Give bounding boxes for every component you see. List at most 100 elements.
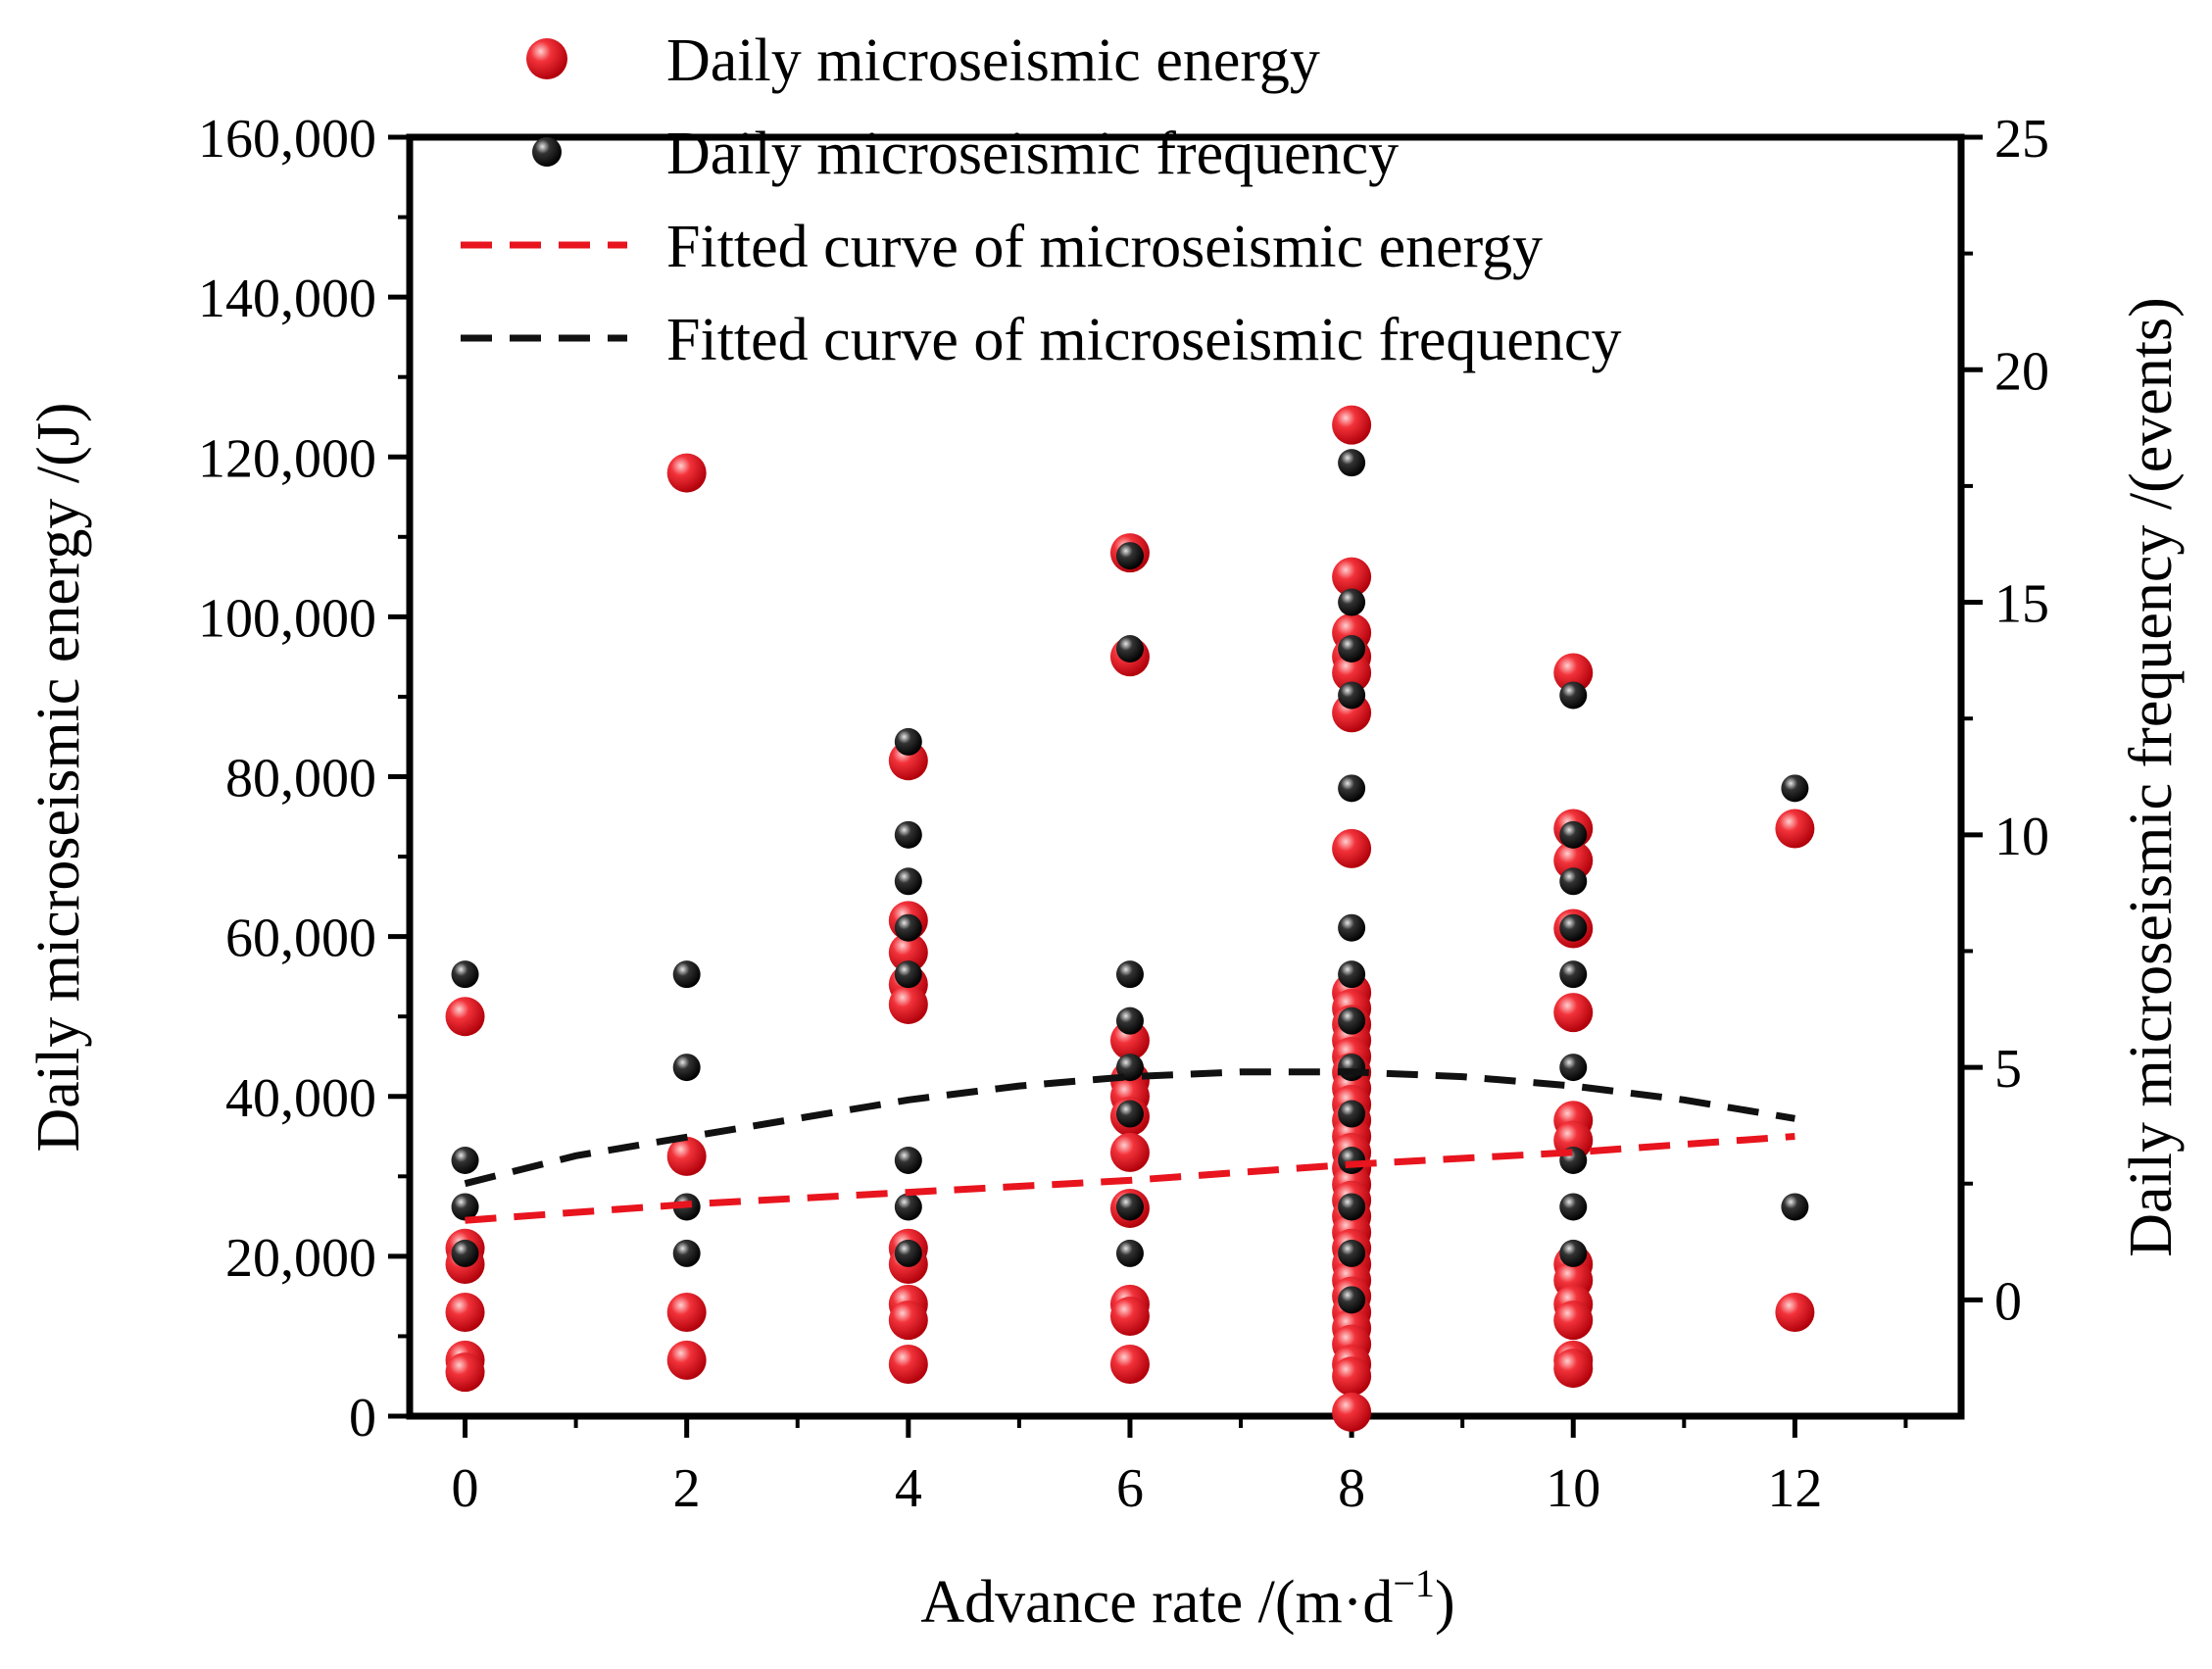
frequency-point xyxy=(1338,1286,1366,1314)
frequency-point xyxy=(1115,1193,1144,1221)
energy-point xyxy=(445,1292,485,1332)
frequency-point xyxy=(1559,1193,1588,1221)
frequency-point xyxy=(894,727,922,756)
y-right-tick-label: 10 xyxy=(1994,807,2049,867)
frequency-point xyxy=(1338,681,1366,710)
frequency-point xyxy=(894,867,922,896)
energy-point xyxy=(1553,653,1594,693)
frequency-point xyxy=(1338,1239,1366,1267)
energy-point xyxy=(666,1292,707,1332)
frequency-point xyxy=(1338,449,1366,477)
y-left-tick-label: 0 xyxy=(349,1388,376,1448)
legend-label-energy: Daily microseismic energy xyxy=(666,27,1320,94)
energy-point xyxy=(1332,828,1372,868)
y-left-tick-label: 140,000 xyxy=(198,269,376,329)
y-axis-right-title: Daily microseismic frequency /(events) xyxy=(2118,297,2185,1257)
frequency-point xyxy=(1338,1054,1366,1082)
energy-point xyxy=(888,1344,928,1384)
legend: Daily microseismic energy Daily microsei… xyxy=(461,27,1621,373)
energy-point xyxy=(1553,1349,1594,1389)
energy-point xyxy=(1109,1344,1150,1384)
x-tick-label-4: 4 xyxy=(895,1458,922,1519)
frequency-point xyxy=(894,1147,922,1174)
frequency-point xyxy=(1338,635,1366,663)
energy-point xyxy=(1332,405,1372,445)
y-right-tick-label: 0 xyxy=(1994,1271,2022,1332)
frequency-point xyxy=(894,960,922,989)
energy-point xyxy=(888,932,928,972)
energy-point xyxy=(1775,1292,1815,1332)
energy-point xyxy=(1109,1297,1150,1337)
x-axis-title-main: Advance rate /(m·d xyxy=(920,1569,1393,1636)
x-tick-label-8: 8 xyxy=(1338,1458,1365,1519)
energy-point xyxy=(1553,841,1594,881)
frequency-point xyxy=(1559,1054,1588,1082)
x-tick-label-0: 0 xyxy=(452,1458,479,1519)
y-left-tick-label: 100,000 xyxy=(198,588,376,649)
energy-fit-curve xyxy=(465,1133,1795,1224)
energy-point xyxy=(1332,1356,1372,1397)
energy-point xyxy=(1332,1392,1372,1432)
frequency-point xyxy=(1559,681,1588,710)
marker-layer xyxy=(445,405,1815,1432)
y-left-tick-label: 40,000 xyxy=(225,1068,376,1129)
energy-point xyxy=(888,984,928,1024)
y-left-tick-label: 20,000 xyxy=(225,1228,376,1289)
y-left-tick-label: 120,000 xyxy=(198,428,376,489)
y-left-tick-label: 80,000 xyxy=(225,749,376,810)
frequency-point xyxy=(451,1239,479,1267)
energy-point xyxy=(1332,653,1372,693)
energy-point xyxy=(1109,1132,1150,1172)
frequency-point xyxy=(1338,1193,1366,1221)
frequency-point xyxy=(1781,1193,1809,1221)
energy-point xyxy=(1553,1301,1594,1341)
frequency-point xyxy=(672,1239,701,1267)
axes-layer: 0 2 4 6 8 10 12 0 20,000 40,000 60,000 80,000 100,00… xyxy=(198,109,2049,1519)
frequency-point xyxy=(1338,588,1366,616)
legend-label-energy-fit: Fitted curve of microseismic energy xyxy=(666,214,1543,280)
x-tick-label-12: 12 xyxy=(1767,1458,1822,1519)
frequency-point xyxy=(451,1193,479,1221)
frequency-point xyxy=(1559,913,1588,942)
energy-point xyxy=(445,1352,485,1393)
energy-point xyxy=(888,1301,928,1341)
legend-label-frequency-fit: Fitted curve of microseismic frequency xyxy=(666,307,1621,373)
y-axis-left-title: Daily microseismic energy /(J) xyxy=(25,402,92,1152)
frequency-point xyxy=(1115,542,1144,570)
frequency-point xyxy=(1338,1147,1366,1174)
x-tick-label-10: 10 xyxy=(1546,1458,1600,1519)
frequency-fit-curve xyxy=(464,1068,1795,1188)
y-right-tick-label: 15 xyxy=(1994,574,2049,635)
x-axis-title-sup: −1 xyxy=(1393,1561,1435,1605)
frequency-point xyxy=(1338,960,1366,989)
frequency-point xyxy=(894,913,922,942)
frequency-point xyxy=(1559,960,1588,989)
frequency-point xyxy=(1115,1100,1144,1128)
energy-point xyxy=(445,997,485,1037)
frequency-point xyxy=(1115,1006,1144,1035)
y-right-tick-label: 25 xyxy=(1994,109,2049,170)
legend-marker-energy xyxy=(526,38,567,79)
energy-point xyxy=(1332,557,1372,597)
frequency-point xyxy=(1338,1100,1366,1128)
y-right-tick-label: 20 xyxy=(1994,341,2049,402)
x-axis-title-end: ) xyxy=(1435,1569,1455,1636)
frequency-point xyxy=(672,960,701,989)
frequency-point xyxy=(894,1193,922,1221)
legend-marker-frequency xyxy=(532,137,562,167)
energy-point xyxy=(666,1340,707,1380)
energy-point xyxy=(1109,1020,1150,1060)
energy-point xyxy=(1775,809,1815,849)
y-right-tick-label: 5 xyxy=(1994,1039,2022,1100)
frequency-point xyxy=(1559,867,1588,896)
frequency-point xyxy=(894,820,922,849)
frequency-point xyxy=(672,1054,701,1082)
legend-label-frequency: Daily microseismic frequency xyxy=(666,121,1399,187)
y-left-tick-label: 160,000 xyxy=(198,109,376,170)
frequency-point xyxy=(1559,820,1588,849)
frequency-point xyxy=(1338,913,1366,942)
frequency-point xyxy=(1115,960,1144,989)
x-tick-label-2: 2 xyxy=(673,1458,701,1519)
energy-point xyxy=(666,1136,707,1176)
